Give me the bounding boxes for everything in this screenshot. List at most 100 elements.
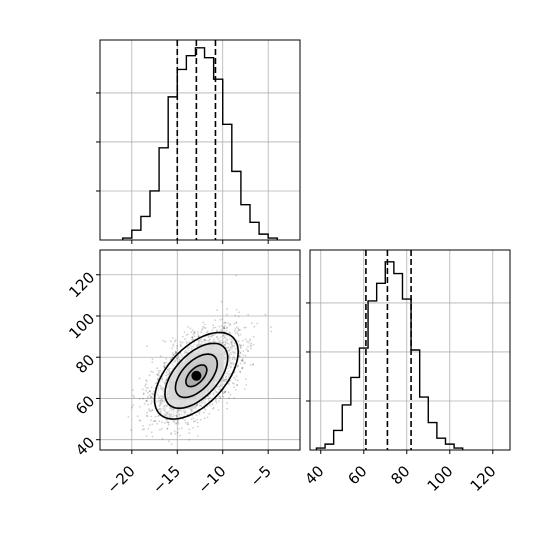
scatter-point <box>178 413 180 416</box>
scatter-point <box>230 342 233 345</box>
scatter-point <box>167 372 170 374</box>
scatter-point <box>226 346 229 349</box>
scatter-point <box>219 319 221 321</box>
scatter-point <box>193 330 196 333</box>
scatter-point <box>225 327 228 329</box>
scatter-point <box>233 351 236 353</box>
scatter-point <box>161 421 163 424</box>
scatter-point <box>241 367 243 369</box>
scatter-point <box>203 338 206 341</box>
scatter-point <box>203 340 206 343</box>
scatter-point <box>158 371 161 374</box>
scatter-point <box>174 353 176 355</box>
scatter-point <box>238 350 241 353</box>
scatter-point <box>228 374 230 376</box>
x-tick-label: 40 <box>301 462 327 488</box>
scatter-point <box>163 404 166 407</box>
scatter-point <box>232 383 235 385</box>
scatter-point <box>202 321 205 324</box>
scatter-point <box>191 329 194 332</box>
scatter-point <box>227 375 230 378</box>
scatter-point <box>225 337 227 340</box>
scatter-point <box>203 401 206 404</box>
scatter-point <box>231 358 234 360</box>
scatter-point <box>230 341 233 344</box>
scatter-point <box>224 372 227 375</box>
scatter-point <box>223 335 226 337</box>
scatter-point <box>176 431 179 434</box>
scatter-point <box>164 413 167 416</box>
scatter-point <box>145 399 148 402</box>
scatter-point <box>205 341 208 344</box>
scatter-point <box>235 326 238 329</box>
scatter-point <box>202 339 205 341</box>
scatter-point <box>161 377 164 380</box>
scatter-point <box>223 391 226 394</box>
x-tick-label: −15 <box>149 462 184 497</box>
scatter-point <box>166 404 169 407</box>
scatter-point <box>179 344 182 347</box>
scatter-point <box>143 403 146 405</box>
scatter-point <box>181 335 184 338</box>
scatter-point <box>224 375 227 378</box>
scatter-point <box>205 331 208 334</box>
scatter-point <box>178 359 181 362</box>
scatter-point <box>157 408 160 411</box>
scatter-point <box>204 339 207 342</box>
scatter-point <box>234 358 236 361</box>
scatter-point <box>229 352 232 355</box>
density-peak <box>191 370 202 381</box>
scatter-point <box>165 379 168 382</box>
scatter-point <box>212 334 214 337</box>
scatter-point <box>189 344 192 347</box>
scatter-point <box>173 414 176 417</box>
scatter-point <box>195 414 198 417</box>
scatter-point <box>150 402 153 405</box>
scatter-point <box>203 417 206 420</box>
scatter-point <box>142 397 145 400</box>
scatter-point <box>238 355 241 357</box>
scatter-point <box>250 342 253 345</box>
scatter-point <box>165 414 167 417</box>
scatter-point <box>156 367 159 370</box>
scatter-point <box>165 405 168 408</box>
scatter-point <box>211 407 214 410</box>
scatter-point <box>252 363 255 366</box>
scatter-point <box>231 345 234 348</box>
scatter-point <box>161 389 164 391</box>
scatter-point <box>238 311 240 314</box>
scatter-point <box>229 362 232 365</box>
scatter-point <box>210 335 213 337</box>
scatter-point <box>188 349 190 352</box>
scatter-point <box>141 388 144 391</box>
x-tick-label: −10 <box>194 462 229 497</box>
scatter-point <box>253 325 256 328</box>
scatter-point <box>226 338 229 341</box>
scatter-point <box>157 414 160 417</box>
scatter-point <box>139 419 142 422</box>
scatter-point <box>244 354 247 357</box>
scatter-point <box>191 345 193 348</box>
scatter-point <box>190 418 193 420</box>
scatter-point <box>192 426 194 429</box>
scatter-point <box>176 347 179 350</box>
scatter-point <box>169 414 171 417</box>
scatter-content <box>127 274 273 446</box>
scatter-point <box>141 428 144 431</box>
scatter-point <box>228 353 230 356</box>
scatter-point <box>221 318 224 320</box>
scatter-point <box>185 351 188 353</box>
scatter-point <box>169 416 172 418</box>
scatter-point <box>162 365 165 368</box>
scatter-point <box>230 353 233 356</box>
scatter-point <box>209 338 212 341</box>
scatter-point <box>197 335 200 337</box>
scatter-point <box>168 410 171 413</box>
scatter-point <box>136 415 139 418</box>
scatter-point <box>226 313 228 316</box>
scatter-point <box>191 408 194 411</box>
scatter-point <box>222 327 225 329</box>
scatter-point <box>168 440 170 443</box>
scatter-point <box>148 409 151 412</box>
scatter-point <box>241 367 244 370</box>
